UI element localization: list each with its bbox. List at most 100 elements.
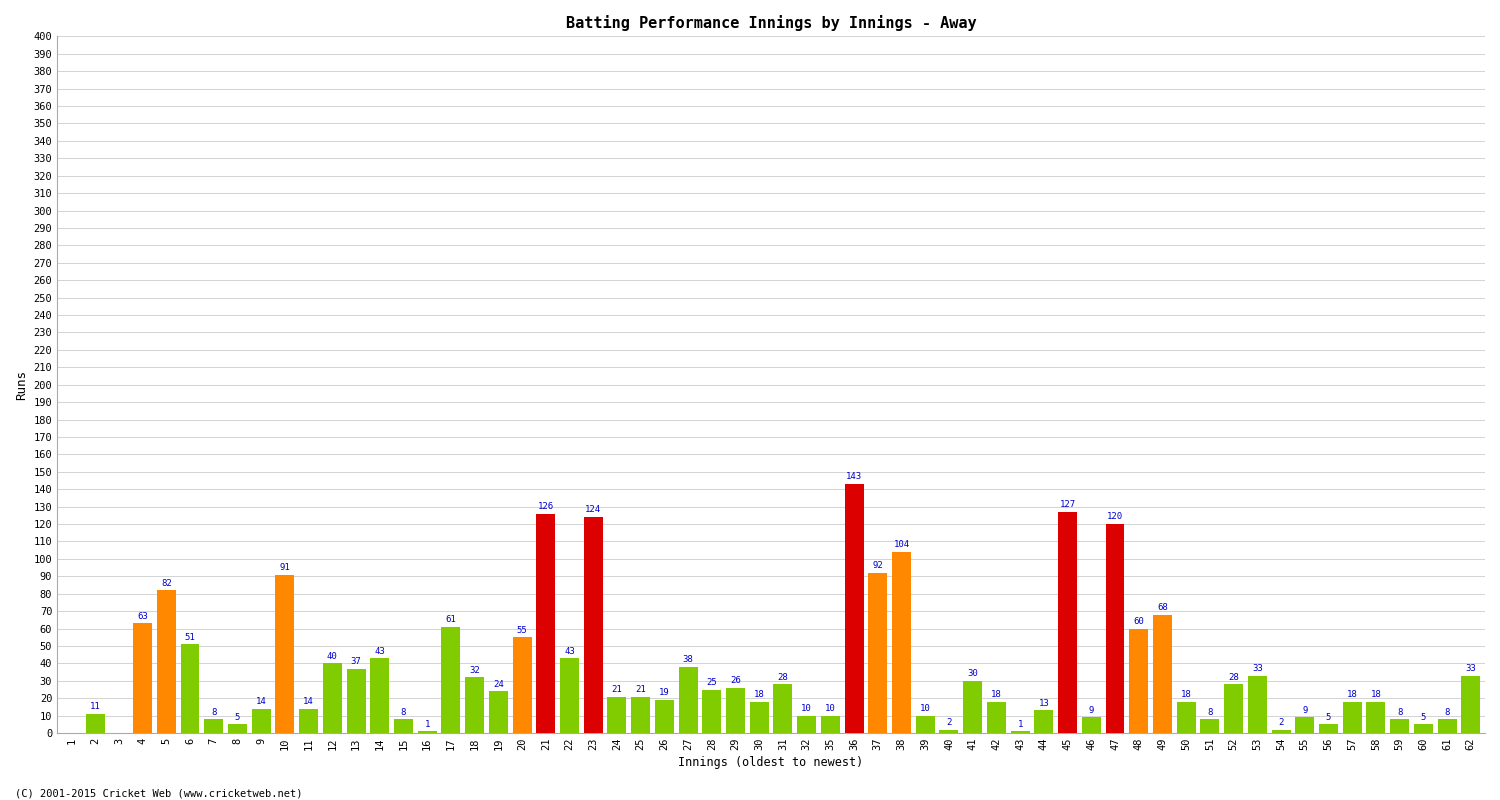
Text: 43: 43 [564,646,574,655]
Bar [774,684,792,733]
Bar [417,731,436,733]
Bar [1390,719,1408,733]
Text: 11: 11 [90,702,101,711]
Bar [465,678,484,733]
Text: 18: 18 [1371,690,1382,699]
Text: 5: 5 [1326,713,1330,722]
Bar [394,719,412,733]
Text: 8: 8 [1208,707,1212,717]
Text: 37: 37 [351,657,361,666]
Text: 18: 18 [1180,690,1191,699]
Bar [158,590,176,733]
Bar [370,658,388,733]
Text: 2: 2 [946,718,951,727]
Text: 126: 126 [537,502,554,511]
Text: 143: 143 [846,472,862,482]
Text: 30: 30 [968,670,978,678]
Bar [632,697,650,733]
Bar [1058,512,1077,733]
Text: 9: 9 [1089,706,1094,714]
Text: 21: 21 [636,685,646,694]
Text: 82: 82 [160,578,171,588]
Bar [1035,710,1053,733]
Bar [1342,702,1362,733]
Text: 124: 124 [585,506,602,514]
Bar [1224,684,1244,733]
Text: 8: 8 [1444,707,1449,717]
Bar [1082,718,1101,733]
Text: 28: 28 [1228,673,1239,682]
Text: 8: 8 [1396,707,1402,717]
Text: 5: 5 [234,713,240,722]
Text: 25: 25 [706,678,717,687]
Text: 19: 19 [658,688,669,698]
Bar [987,702,1006,733]
Bar [322,663,342,733]
Text: 24: 24 [494,680,504,689]
Text: 92: 92 [873,562,883,570]
Text: (C) 2001-2015 Cricket Web (www.cricketweb.net): (C) 2001-2015 Cricket Web (www.cricketwe… [15,788,303,798]
Y-axis label: Runs: Runs [15,370,28,400]
Text: 5: 5 [1420,713,1426,722]
Text: 18: 18 [1347,690,1358,699]
Bar [1130,629,1148,733]
Text: 120: 120 [1107,513,1124,522]
Bar [868,573,888,733]
Text: 8: 8 [211,707,216,717]
Bar [1414,724,1432,733]
Text: 21: 21 [612,685,622,694]
Text: 127: 127 [1059,500,1076,510]
Text: 60: 60 [1134,617,1144,626]
Bar [276,574,294,733]
Text: 10: 10 [825,704,836,713]
Bar [298,709,318,733]
Text: 14: 14 [256,697,267,706]
Text: 26: 26 [730,676,741,685]
Bar [134,623,152,733]
Bar [702,690,721,733]
Bar [228,724,248,733]
Text: 1: 1 [1017,720,1023,729]
X-axis label: Innings (oldest to newest): Innings (oldest to newest) [678,756,864,769]
Bar [796,716,816,733]
Text: 9: 9 [1302,706,1308,714]
Bar [1106,524,1125,733]
Text: 104: 104 [894,540,909,550]
Bar [844,484,864,733]
Bar [180,644,200,733]
Bar [584,517,603,733]
Text: 18: 18 [754,690,765,699]
Bar [537,514,555,733]
Bar [656,700,674,733]
Bar [916,716,934,733]
Bar [821,716,840,733]
Text: 1: 1 [424,720,430,729]
Bar [252,709,270,733]
Text: 38: 38 [682,655,693,664]
Bar [1200,719,1219,733]
Bar [963,681,982,733]
Bar [1461,676,1480,733]
Text: 68: 68 [1156,603,1168,612]
Text: 2: 2 [1278,718,1284,727]
Bar [441,627,460,733]
Bar [726,688,746,733]
Text: 18: 18 [992,690,1002,699]
Bar [346,669,366,733]
Bar [1011,731,1029,733]
Bar [1154,614,1172,733]
Title: Batting Performance Innings by Innings - Away: Batting Performance Innings by Innings -… [566,15,976,31]
Text: 32: 32 [470,666,480,674]
Bar [86,714,105,733]
Bar [750,702,768,733]
Text: 33: 33 [1252,664,1263,673]
Bar [489,691,508,733]
Bar [1437,719,1456,733]
Bar [678,667,698,733]
Bar [1176,702,1196,733]
Bar [1272,730,1290,733]
Text: 8: 8 [400,707,406,717]
Text: 91: 91 [279,563,290,572]
Bar [204,719,224,733]
Text: 33: 33 [1466,664,1476,673]
